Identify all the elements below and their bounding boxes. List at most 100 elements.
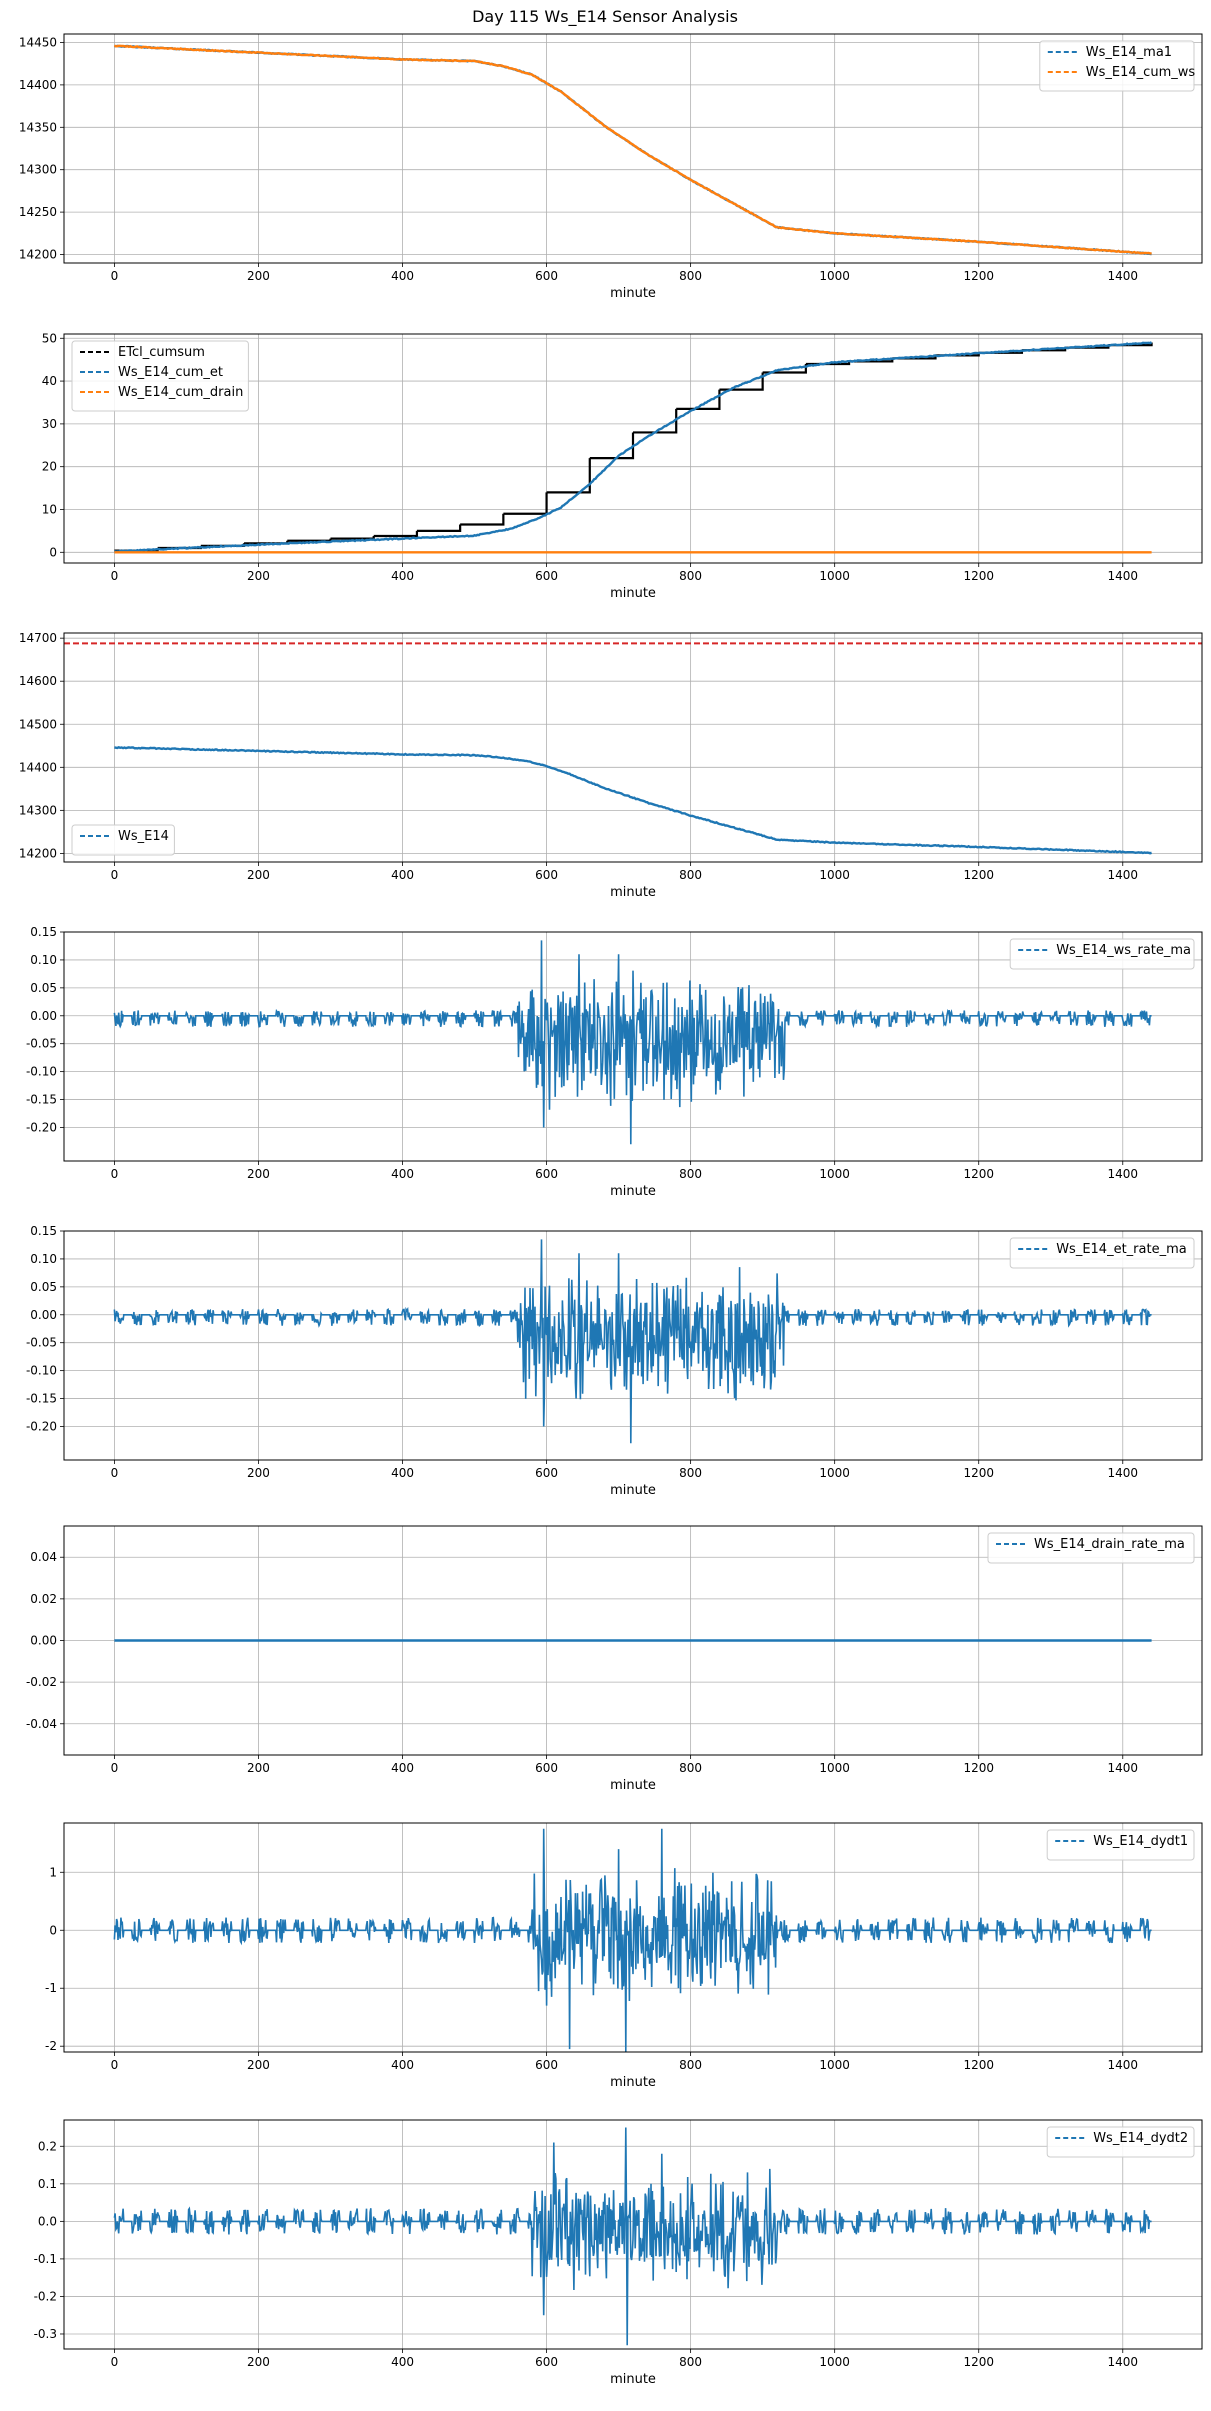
series-line-Ws_E14_dydt1 (113, 1828, 1152, 2052)
x-tick-label: 200 (247, 1466, 270, 1480)
series-line-Ws_E14_dydt2 (113, 2127, 1152, 2346)
y-tick-label: 0.15 (30, 925, 57, 939)
x-axis-label: minute (610, 1483, 656, 1498)
x-tick-label: 800 (679, 1466, 702, 1480)
chart-panel-3: 0 200 400 600 800 1000 1200 1400 14200 14300 14400… (19, 631, 1203, 900)
y-tick-label: -0.1 (34, 2252, 57, 2266)
chart-panel-8: 0 200 400 600 800 1000 1200 1400 -0.3 -0.2 -0.1 0.0… (34, 2119, 1203, 2387)
series-line-Ws_E14_cum_et (113, 341, 1153, 553)
x-tick-label: 400 (391, 1167, 414, 1181)
x-tick-label: 1400 (1107, 868, 1138, 882)
y-tick-label: 0.00 (30, 1009, 57, 1023)
y-tick-label: 0.0 (38, 2214, 57, 2228)
x-tick-label: 1400 (1107, 2355, 1138, 2369)
y-tick-label: 0.00 (30, 1308, 57, 1322)
x-axis-label: minute (610, 1184, 656, 1199)
y-tick-label: -1 (45, 1981, 57, 1995)
legend-entry: ETcl_cumsum (118, 345, 205, 360)
y-tick-label: 14400 (19, 760, 57, 774)
x-tick-label: 0 (111, 2058, 119, 2072)
x-tick-label: 1000 (819, 269, 850, 283)
x-tick-label: 400 (391, 2355, 414, 2369)
chart-panel-4: 0 200 400 600 800 1000 1200 1400 -0.20 -0.15 -0.10… (26, 925, 1203, 1199)
y-tick-label: -0.02 (26, 1675, 57, 1689)
y-tick-label: 30 (42, 417, 57, 431)
x-tick-label: 1000 (819, 569, 850, 583)
legend-box (1009, 1237, 1195, 1269)
y-tick-label: 0.2 (38, 2139, 57, 2153)
x-tick-label: 600 (535, 2058, 558, 2072)
x-tick-label: 400 (391, 569, 414, 583)
x-tick-label: 1000 (819, 1167, 850, 1181)
x-tick-label: 1000 (819, 868, 850, 882)
legend-box (1009, 938, 1195, 970)
y-tick-label: -0.05 (26, 1037, 57, 1051)
x-tick-label: 1000 (819, 2355, 850, 2369)
y-tick-label: 14400 (19, 78, 57, 92)
x-tick-label: 200 (247, 1167, 270, 1181)
x-axis-label: minute (610, 2075, 656, 2090)
y-tick-label: 14600 (19, 674, 57, 688)
x-tick-label: 800 (679, 2355, 702, 2369)
y-tick-label: 50 (42, 331, 57, 345)
axes-frame (63, 1822, 1203, 2053)
x-tick-label: 0 (111, 269, 119, 283)
y-tick-label: 0.10 (30, 1252, 57, 1266)
x-tick-label: 600 (535, 1167, 558, 1181)
legend-box (987, 1532, 1195, 1564)
y-tick-label: -0.10 (26, 1364, 57, 1378)
legend-entry: Ws_E14_cum_ws (1086, 65, 1196, 80)
y-tick-label: -0.3 (34, 2327, 57, 2341)
legend: Ws_E14_dydt2 (1046, 2126, 1195, 2158)
x-tick-label: 1400 (1107, 269, 1138, 283)
axes-frame (63, 333, 1203, 564)
y-tick-label: 0 (49, 1923, 57, 1937)
legend-entry: Ws_E14_ws_rate_ma (1056, 943, 1191, 958)
series-line-Ws_E14_cum_ws (113, 44, 1152, 255)
legend-entry: Ws_E14_cum_drain (118, 385, 243, 400)
x-axis-label: minute (610, 286, 656, 301)
x-tick-label: 200 (247, 868, 270, 882)
y-tick-label: -0.20 (26, 1419, 57, 1433)
x-axis-label: minute (610, 2372, 656, 2387)
x-axis-label: minute (610, 885, 656, 900)
y-tick-label: 0.05 (30, 981, 57, 995)
legend-entry: Ws_E14_cum_et (118, 365, 223, 380)
y-tick-label: 0.10 (30, 953, 57, 967)
y-tick-label: 0.1 (38, 2177, 57, 2191)
y-tick-label: 14200 (19, 846, 57, 860)
y-tick-label: -0.15 (26, 1093, 57, 1107)
y-tick-label: 14300 (19, 163, 57, 177)
legend-box (71, 824, 175, 856)
chart-panel-7: 0 200 400 600 800 1000 1200 1400 -2 -1 0 1 minute Ws_… (45, 1822, 1203, 2090)
legend-entry: Ws_E14_ma1 (1086, 45, 1172, 60)
x-tick-label: 600 (535, 569, 558, 583)
y-tick-label: -0.15 (26, 1392, 57, 1406)
legend: Ws_E14_drain_rate_ma (987, 1532, 1195, 1564)
x-tick-label: 400 (391, 868, 414, 882)
x-tick-label: 800 (679, 1167, 702, 1181)
legend-box (1039, 40, 1195, 92)
x-tick-label: 800 (679, 868, 702, 882)
x-tick-label: 400 (391, 1761, 414, 1775)
legend-box (71, 340, 249, 412)
legend-box (1046, 1829, 1195, 1861)
y-tick-label: 1 (49, 1865, 57, 1879)
y-tick-label: -0.04 (26, 1717, 57, 1731)
legend-entry: Ws_E14_dydt1 (1093, 1834, 1188, 1849)
y-tick-label: 0.00 (30, 1634, 57, 1648)
legend: Ws_E14_et_rate_ma (1009, 1237, 1195, 1269)
y-tick-label: 0.02 (30, 1592, 57, 1606)
y-tick-label: -0.20 (26, 1120, 57, 1134)
x-tick-label: 0 (111, 868, 119, 882)
x-tick-label: 1200 (963, 1167, 994, 1181)
x-tick-label: 1000 (819, 2058, 850, 2072)
x-tick-label: 1000 (819, 1761, 850, 1775)
legend: Ws_E14_dydt1 (1046, 1829, 1195, 1861)
figure-title: Day 115 Ws_E14 Sensor Analysis (472, 7, 738, 27)
x-tick-label: 200 (247, 1761, 270, 1775)
axes-frame (63, 2119, 1203, 2350)
x-tick-label: 1400 (1107, 569, 1138, 583)
x-tick-label: 200 (247, 569, 270, 583)
